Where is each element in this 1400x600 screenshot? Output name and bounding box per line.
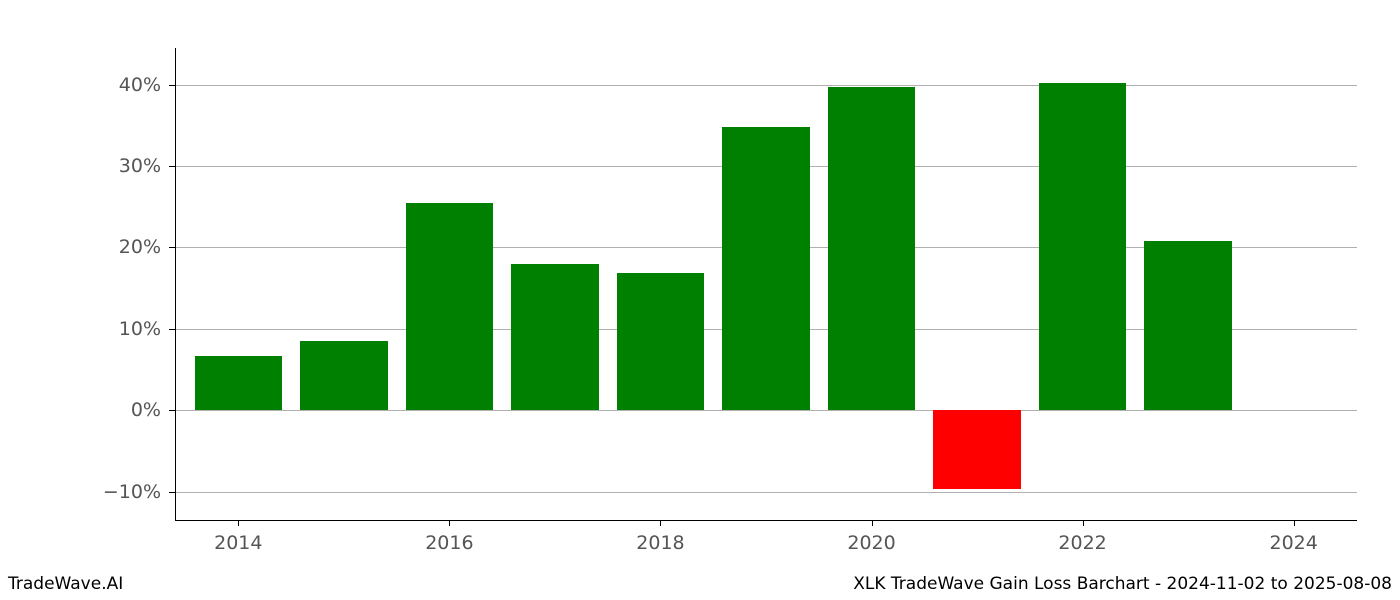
ytick-label: −10% (103, 481, 161, 503)
gridline-y (175, 410, 1357, 411)
xtick-label: 2020 (847, 532, 895, 554)
ytick-label: 30% (119, 155, 161, 177)
bar (1144, 241, 1232, 410)
ytick-label: 40% (119, 74, 161, 96)
bar (406, 203, 494, 411)
bar (828, 87, 916, 410)
xtick-label: 2016 (425, 532, 473, 554)
bar (933, 410, 1021, 489)
ytick-label: 0% (131, 399, 161, 421)
xtick-label: 2024 (1269, 532, 1317, 554)
ytick-label: 20% (119, 236, 161, 258)
y-axis-line (175, 48, 176, 520)
xtick-label: 2022 (1058, 532, 1106, 554)
footer-left-text: TradeWave.AI (8, 574, 123, 594)
xtick-label: 2018 (636, 532, 684, 554)
footer-right-text: XLK TradeWave Gain Loss Barchart - 2024-… (853, 574, 1392, 594)
plot-area: −10%0%10%20%30%40%2014201620182020202220… (175, 48, 1357, 520)
bar (722, 127, 810, 410)
ytick-label: 10% (119, 318, 161, 340)
gridline-y (175, 85, 1357, 86)
bar (511, 264, 599, 410)
gridline-y (175, 492, 1357, 493)
xtick-label: 2014 (214, 532, 262, 554)
bar (617, 273, 705, 410)
bar (300, 341, 388, 410)
x-axis-line (175, 520, 1357, 521)
bar (195, 356, 283, 410)
chart-container: −10% 0% 10% 20% 30% 40% 2014 2016 2018 2020 2022 20… (0, 0, 1400, 600)
bar (1039, 83, 1127, 410)
